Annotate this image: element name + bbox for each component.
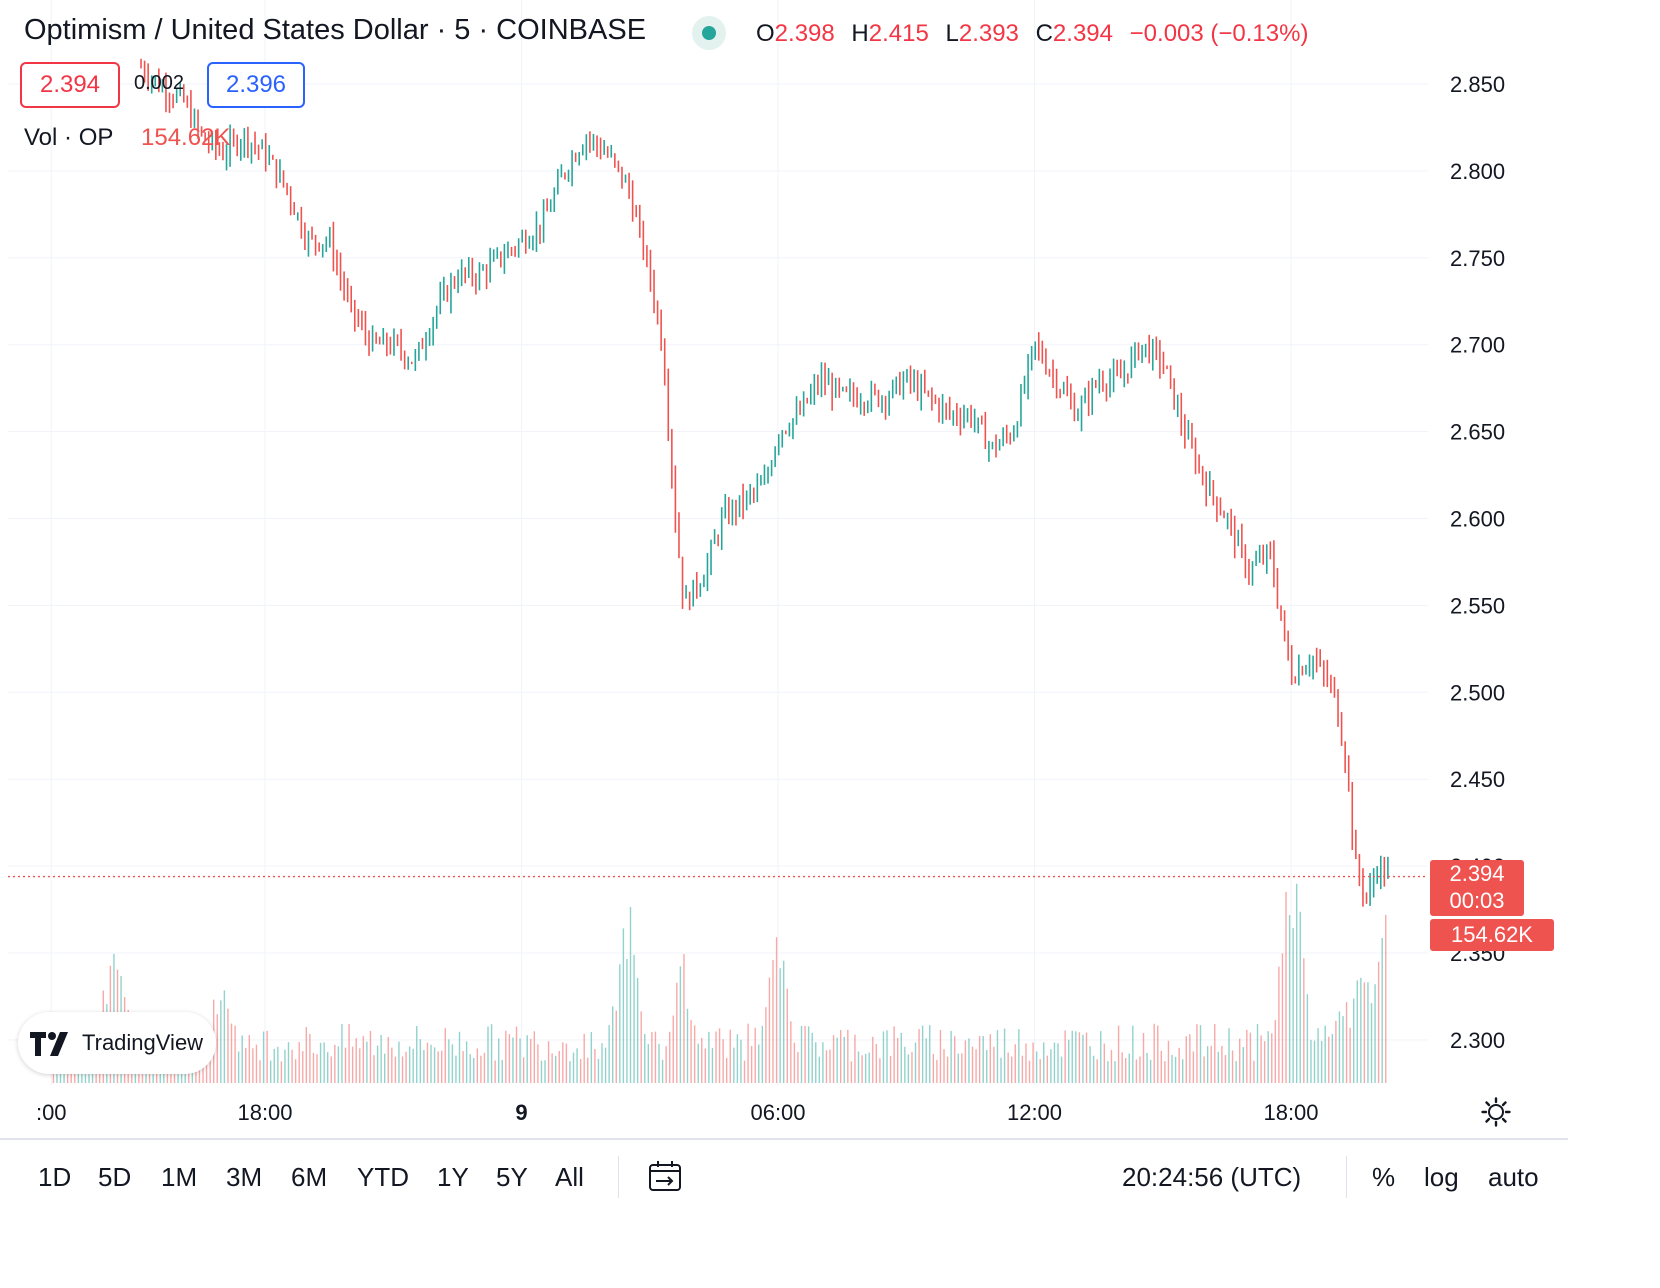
auto-scale-button[interactable]: auto — [1488, 1162, 1539, 1192]
range-1d-button[interactable]: 1D — [38, 1162, 72, 1192]
last-price-value: 2.394 — [1449, 861, 1505, 886]
y-tick-label: 2.300 — [1450, 1028, 1505, 1053]
y-tick-label: 2.450 — [1450, 767, 1505, 792]
tradingview-brand-text: TradingView — [82, 1030, 204, 1055]
ohlc-legend: O2.398 H2.415 L2.393 C2.394 −0.003 (−0.1… — [756, 20, 1318, 48]
settings-gear-icon[interactable] — [1481, 1097, 1511, 1127]
bar-countdown: 00:03 — [1449, 888, 1505, 913]
ohlc-high-value: 2.415 — [868, 20, 929, 47]
y-tick-label: 2.750 — [1450, 246, 1505, 271]
y-tick-label: 2.700 — [1450, 333, 1505, 358]
y-tick-label: 2.550 — [1450, 593, 1505, 618]
x-tick-label: 9 — [515, 1100, 527, 1125]
x-tick-label: :00 — [36, 1100, 67, 1125]
date-range-icon[interactable] — [648, 1160, 682, 1192]
range-5d-button[interactable]: 5D — [98, 1162, 132, 1192]
ohlc-low-value: 2.393 — [958, 20, 1019, 47]
volume-tag: 154.62K — [1430, 919, 1554, 951]
spread-value: 0.002 — [134, 72, 185, 94]
sell-button[interactable]: 2.394 — [20, 62, 120, 108]
range-1m-button[interactable]: 1M — [161, 1162, 198, 1192]
toolbar-divider — [618, 1156, 619, 1198]
y-tick-label: 2.800 — [1450, 159, 1505, 184]
log-scale-button[interactable]: log — [1424, 1162, 1459, 1192]
buy-button[interactable]: 2.396 — [207, 62, 305, 108]
symbol-title[interactable]: Optimism / United States Dollar · 5 · CO… — [24, 14, 647, 46]
range-5y-button[interactable]: 5Y — [496, 1162, 528, 1192]
range-ytd-button[interactable]: YTD — [357, 1162, 409, 1192]
volume-legend-value: 154.62K — [141, 124, 231, 151]
tradingview-logo-icon — [30, 1032, 68, 1056]
ohlc-close-key: C — [1035, 20, 1053, 47]
y-tick-label: 2.650 — [1450, 420, 1505, 445]
x-tick-label: 18:00 — [237, 1100, 292, 1125]
ohlc-open-key: O — [756, 20, 775, 47]
percent-scale-button[interactable]: % — [1372, 1162, 1396, 1192]
bottom-toolbar: 1D 5D 1M 3M 6M YTD 1Y 5Y All 20:24:56 (U… — [0, 1138, 1568, 1219]
volume-legend-label[interactable]: Vol · OP — [24, 124, 114, 151]
x-tick-label: 06:00 — [750, 1100, 805, 1125]
price-chart[interactable]: 2.850 2.800 2.750 2.700 2.650 2.600 2.550 2.500… — [0, 0, 1568, 1138]
x-tick-label: 18:00 — [1263, 1100, 1318, 1125]
ohlc-close-value: 2.394 — [1052, 20, 1113, 47]
range-6m-button[interactable]: 6M — [291, 1162, 328, 1192]
ohlc-change-value: −0.003 (−0.13%) — [1129, 20, 1309, 47]
toolbar-divider — [1346, 1156, 1347, 1198]
x-tick-label: 12:00 — [1007, 1100, 1062, 1125]
ohlc-high-key: H — [851, 20, 869, 47]
ohlc-open-value: 2.398 — [774, 20, 835, 47]
range-all-button[interactable]: All — [555, 1162, 584, 1192]
range-1y-button[interactable]: 1Y — [437, 1162, 469, 1192]
last-price-tag: 2.394 00:03 — [1430, 860, 1524, 916]
tradingview-logo-badge[interactable]: TradingView — [18, 1012, 216, 1074]
y-tick-label: 2.600 — [1450, 507, 1505, 532]
y-tick-label: 2.500 — [1450, 680, 1505, 705]
market-status-icon — [692, 16, 726, 50]
range-3m-button[interactable]: 3M — [226, 1162, 263, 1192]
utc-clock[interactable]: 20:24:56 (UTC) — [1122, 1162, 1302, 1192]
y-tick-label: 2.850 — [1450, 72, 1505, 97]
ohlc-low-key: L — [945, 20, 959, 47]
